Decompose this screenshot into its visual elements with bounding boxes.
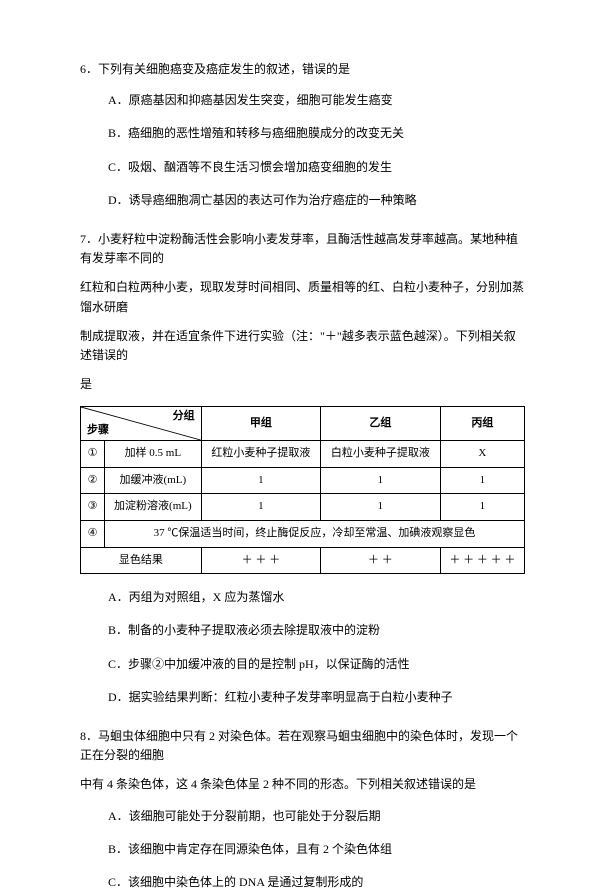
cell: 红粒小麦种子提取液 [201, 441, 321, 468]
cell: 1 [321, 494, 441, 521]
q6-opt-b: B．癌细胞的恶性增殖和转移与癌细胞膜成分的改变无关 [108, 124, 525, 143]
cell: 白粒小麦种子提取液 [321, 441, 441, 468]
q6-number: 6． [80, 62, 98, 76]
table-row: ③ 加淀粉溶液(mL) 1 1 1 [81, 494, 525, 521]
q8-number: 8． [80, 729, 98, 743]
table-row-merged: ④ 37 ℃保温适当时间，终止酶促反应，冷却至常温、加碘液观察显色 [81, 521, 525, 548]
row-sub: 显色结果 [81, 547, 202, 574]
table-row: ② 加缓冲液(mL) 1 1 1 [81, 467, 525, 494]
q6-stem-text: 下列有关细胞癌变及癌症发生的叙述，错误的是 [98, 62, 350, 76]
table-row: ① 加样 0.5 mL 红粒小麦种子提取液 白粒小麦种子提取液 X [81, 441, 525, 468]
table-diag-header: 分组 步骤 [81, 407, 202, 441]
cell: ＋ ＋ ＋ [201, 547, 321, 574]
col-jia: 甲组 [201, 407, 321, 441]
q7-number: 7． [80, 232, 98, 246]
q6-opt-a: A．原癌基因和抑癌基因发生突变，细胞可能发生癌变 [108, 91, 525, 110]
row-label: ① [81, 441, 105, 468]
diag-top: 分组 [173, 408, 195, 426]
question-8: 8．马蛔虫体细胞中只有 2 对染色体。若在观察马蛔虫细胞中的染色体时，发现一个正… [80, 727, 525, 892]
q7-table: 分组 步骤 甲组 乙组 丙组 ① 加样 0.5 mL 红粒小麦种子提取液 白粒小… [80, 406, 525, 574]
diag-bot: 步骤 [87, 422, 109, 440]
table-row: 显色结果 ＋ ＋ ＋ ＋ ＋ ＋ ＋ ＋ ＋ ＋ [81, 547, 525, 574]
q7-stem-line-3: 是 [80, 375, 525, 394]
cell: ＋ ＋ ＋ ＋ ＋ [440, 547, 524, 574]
q8-opt-b: B．该细胞中肯定存在同源染色体，且有 2 个染色体组 [108, 840, 525, 859]
q8-opt-c: C．该细胞中染色体上的 DNA 是通过复制形成的 [108, 873, 525, 892]
q7-stem-line-0: 小麦籽粒中淀粉酶活性会影响小麦发芽率，且酶活性越高发芽率越高。某地种植有发芽率不… [80, 232, 518, 265]
question-7: 7．小麦籽粒中淀粉酶活性会影响小麦发芽率，且酶活性越高发芽率越高。某地种植有发芽… [80, 230, 525, 707]
cell: 1 [440, 494, 524, 521]
q6-opt-c: C．吸烟、酗酒等不良生活习惯会增加癌变细胞的发生 [108, 158, 525, 177]
col-bing: 丙组 [440, 407, 524, 441]
q8-stem-line-0: 马蛔虫体细胞中只有 2 对染色体。若在观察马蛔虫细胞中的染色体时，发现一个正在分… [80, 729, 518, 762]
q6-stem: 6．下列有关细胞癌变及癌症发生的叙述，错误的是 [80, 60, 525, 79]
q8-stem: 8．马蛔虫体细胞中只有 2 对染色体。若在观察马蛔虫细胞中的染色体时，发现一个正… [80, 727, 525, 795]
row-sub: 加缓冲液(mL) [105, 467, 202, 494]
q6-opt-d: D．诱导癌细胞凋亡基因的表达可作为治疗癌症的一种策略 [108, 191, 525, 210]
q6-options: A．原癌基因和抑癌基因发生突变，细胞可能发生癌变 B．癌细胞的恶性增殖和转移与癌… [80, 91, 525, 210]
row-label: ④ [81, 521, 105, 548]
q7-stem-line-1: 红粒和白粒两种小麦，现取发芽时间相同、质量相等的红、白粒小麦种子，分别加蒸馏水研… [80, 278, 525, 316]
q8-stem-line-1: 中有 4 条染色体，这 4 条染色体呈 2 种不同的形态。下列相关叙述错误的是 [80, 775, 525, 794]
q7-stem-line-2: 制成提取液，并在适宜条件下进行实验（注："＋"越多表示蓝色越深）。下列相关叙述错… [80, 327, 525, 365]
table-header-row: 分组 步骤 甲组 乙组 丙组 [81, 407, 525, 441]
merged-cell: 37 ℃保温适当时间，终止酶促反应，冷却至常温、加碘液观察显色 [105, 521, 525, 548]
q7-stem: 7．小麦籽粒中淀粉酶活性会影响小麦发芽率，且酶活性越高发芽率越高。某地种植有发芽… [80, 230, 525, 394]
cell: 1 [201, 494, 321, 521]
cell: 1 [201, 467, 321, 494]
cell: 1 [321, 467, 441, 494]
q8-opt-a: A．该细胞可能处于分裂前期，也可能处于分裂后期 [108, 807, 525, 826]
col-yi: 乙组 [321, 407, 441, 441]
cell: X [440, 441, 524, 468]
row-sub: 加淀粉溶液(mL) [105, 494, 202, 521]
q7-opt-a: A．丙组为对照组，X 应为蒸馏水 [108, 588, 525, 607]
q8-options: A．该细胞可能处于分裂前期，也可能处于分裂后期 B．该细胞中肯定存在同源染色体，… [80, 807, 525, 892]
cell: 1 [440, 467, 524, 494]
q7-opt-c: C．步骤②中加缓冲液的目的是控制 pH，以保证酶的活性 [108, 655, 525, 674]
row-label: ② [81, 467, 105, 494]
q7-options: A．丙组为对照组，X 应为蒸馏水 B．制备的小麦种子提取液必须去除提取液中的淀粉… [80, 588, 525, 707]
q7-opt-b: B．制备的小麦种子提取液必须去除提取液中的淀粉 [108, 621, 525, 640]
row-sub: 加样 0.5 mL [105, 441, 202, 468]
row-label: ③ [81, 494, 105, 521]
cell: ＋ ＋ [321, 547, 441, 574]
question-6: 6．下列有关细胞癌变及癌症发生的叙述，错误的是 A．原癌基因和抑癌基因发生突变，… [80, 60, 525, 210]
q7-opt-d: D．据实验结果判断：红粒小麦种子发芽率明显高于白粒小麦种子 [108, 688, 525, 707]
